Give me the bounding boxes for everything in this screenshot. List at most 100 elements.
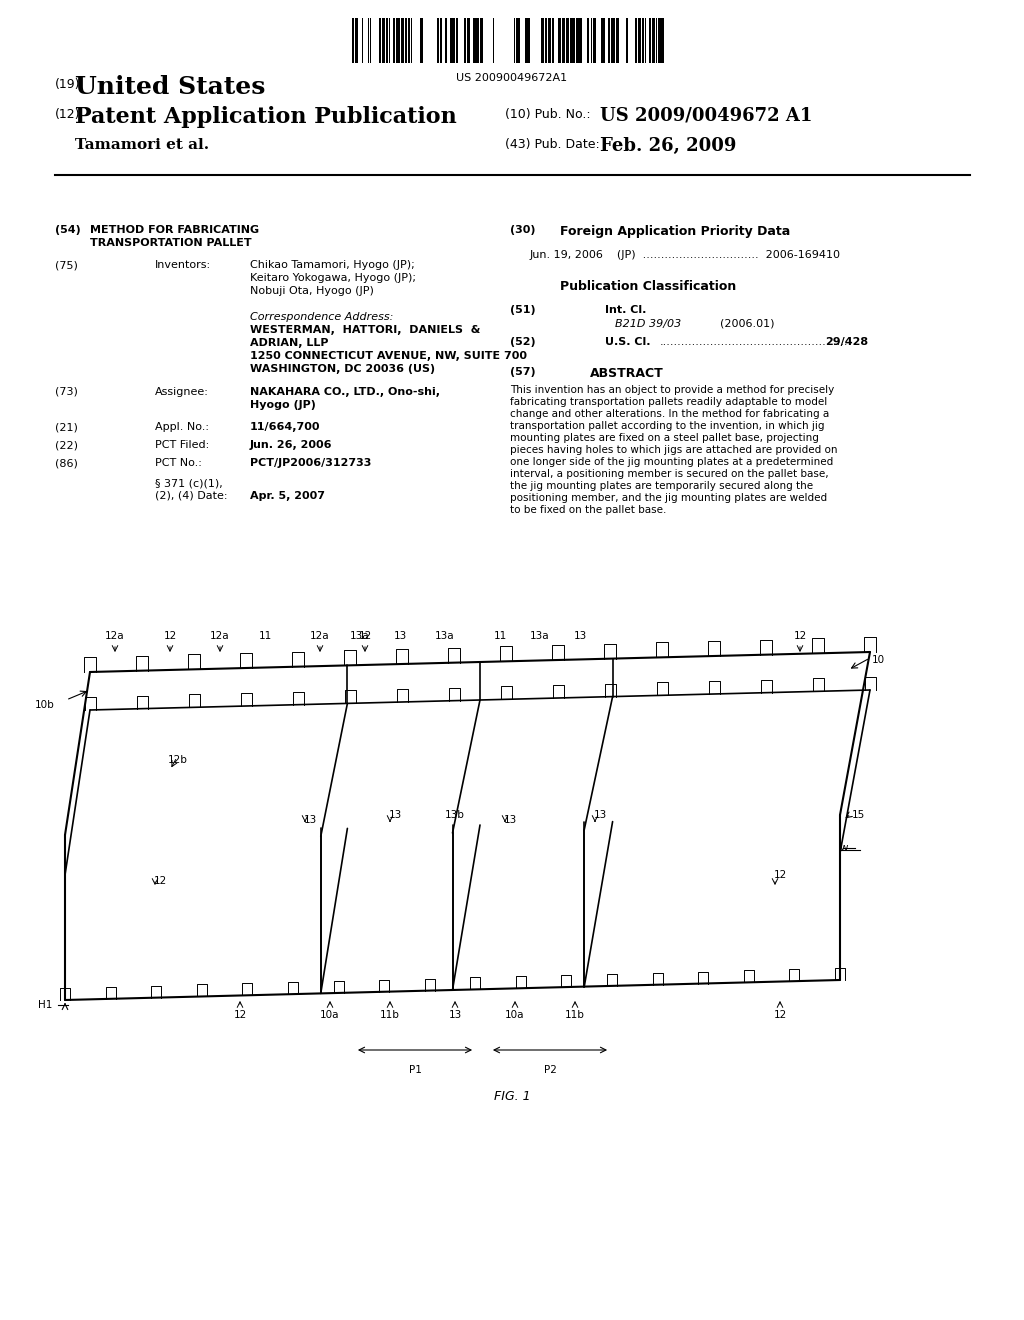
Bar bbox=[558, 18, 561, 63]
Text: ABSTRACT: ABSTRACT bbox=[590, 367, 664, 380]
Text: (52): (52) bbox=[510, 337, 536, 347]
Text: 13: 13 bbox=[393, 631, 407, 642]
Text: WASHINGTON, DC 20036 (US): WASHINGTON, DC 20036 (US) bbox=[250, 364, 435, 374]
Text: 12a: 12a bbox=[105, 631, 125, 642]
Bar bbox=[477, 18, 478, 63]
Bar bbox=[635, 18, 637, 63]
Bar bbox=[565, 18, 568, 63]
Text: 11b: 11b bbox=[565, 1010, 585, 1020]
Text: pieces having holes to which jigs are attached are provided on: pieces having holes to which jigs are at… bbox=[510, 445, 838, 455]
Bar bbox=[575, 18, 579, 63]
Text: (10) Pub. No.:: (10) Pub. No.: bbox=[505, 108, 591, 121]
Bar bbox=[528, 18, 529, 63]
Text: 12: 12 bbox=[794, 631, 807, 642]
Bar bbox=[420, 18, 423, 63]
Text: Int. Cl.: Int. Cl. bbox=[605, 305, 646, 315]
Text: 12: 12 bbox=[773, 1010, 786, 1020]
Bar bbox=[382, 18, 384, 63]
Bar bbox=[453, 18, 455, 63]
Text: 13: 13 bbox=[303, 814, 316, 825]
Text: 10: 10 bbox=[872, 655, 885, 665]
Bar bbox=[572, 18, 575, 63]
Bar bbox=[638, 18, 641, 63]
Text: the jig mounting plates are temporarily secured along the: the jig mounting plates are temporarily … bbox=[510, 480, 813, 491]
Text: NAKAHARA CO., LTD., Ono-shi,: NAKAHARA CO., LTD., Ono-shi, bbox=[250, 387, 440, 397]
Text: 13: 13 bbox=[388, 810, 401, 820]
Text: 12: 12 bbox=[773, 870, 786, 880]
Text: one longer side of the jig mounting plates at a predetermined: one longer side of the jig mounting plat… bbox=[510, 457, 834, 467]
Text: (30): (30) bbox=[510, 224, 536, 235]
Text: 12a: 12a bbox=[310, 631, 330, 642]
Text: Feb. 26, 2009: Feb. 26, 2009 bbox=[600, 137, 736, 154]
Text: P2: P2 bbox=[544, 1065, 556, 1074]
Bar bbox=[411, 18, 412, 63]
Text: TRANSPORTATION PALLET: TRANSPORTATION PALLET bbox=[90, 238, 252, 248]
Text: Chikao Tamamori, Hyogo (JP);: Chikao Tamamori, Hyogo (JP); bbox=[250, 260, 415, 271]
Bar bbox=[552, 18, 554, 63]
Bar bbox=[408, 18, 410, 63]
Bar bbox=[657, 18, 660, 63]
Text: This invention has an object to provide a method for precisely: This invention has an object to provide … bbox=[510, 385, 835, 395]
Text: Patent Application Publication: Patent Application Publication bbox=[75, 106, 457, 128]
Text: (57): (57) bbox=[510, 367, 536, 378]
Text: 13: 13 bbox=[504, 814, 517, 825]
Text: 10a: 10a bbox=[505, 1010, 524, 1020]
Bar bbox=[406, 18, 407, 63]
Text: 12: 12 bbox=[233, 1010, 247, 1020]
Text: 12a: 12a bbox=[210, 631, 229, 642]
Text: FIG. 1: FIG. 1 bbox=[494, 1090, 530, 1104]
Text: (86): (86) bbox=[55, 458, 78, 469]
Text: 11/664,700: 11/664,700 bbox=[250, 422, 321, 432]
Text: (43) Pub. Date:: (43) Pub. Date: bbox=[505, 139, 600, 150]
Text: Appl. No.:: Appl. No.: bbox=[155, 422, 209, 432]
Bar bbox=[587, 18, 589, 63]
Text: Publication Classification: Publication Classification bbox=[560, 280, 736, 293]
Text: Jun. 26, 2006: Jun. 26, 2006 bbox=[250, 440, 333, 450]
Text: P1: P1 bbox=[409, 1065, 422, 1074]
Text: 13a: 13a bbox=[350, 631, 370, 642]
Text: (12): (12) bbox=[55, 108, 81, 121]
Bar bbox=[468, 18, 470, 63]
Text: change and other alterations. In the method for fabricating a: change and other alterations. In the met… bbox=[510, 409, 829, 418]
Text: PCT/JP2006/312733: PCT/JP2006/312733 bbox=[250, 458, 372, 469]
Bar bbox=[562, 18, 565, 63]
Text: United States: United States bbox=[75, 75, 265, 99]
Text: 10b: 10b bbox=[35, 700, 55, 710]
Bar bbox=[652, 18, 655, 63]
Text: (51): (51) bbox=[510, 305, 536, 315]
Bar bbox=[395, 18, 397, 63]
Bar bbox=[450, 18, 453, 63]
Text: 29/428: 29/428 bbox=[825, 337, 868, 347]
Text: 11: 11 bbox=[258, 631, 271, 642]
Bar bbox=[439, 18, 441, 63]
Bar bbox=[601, 18, 602, 63]
Text: Hyogo (JP): Hyogo (JP) bbox=[250, 400, 315, 411]
Text: 11b: 11b bbox=[380, 1010, 400, 1020]
Text: 13: 13 bbox=[573, 631, 587, 642]
Bar bbox=[385, 18, 387, 63]
Text: 13b: 13b bbox=[445, 810, 465, 820]
Bar bbox=[379, 18, 381, 63]
Text: WESTERMAN,  HATTORI,  DANIELS  &: WESTERMAN, HATTORI, DANIELS & bbox=[250, 325, 480, 335]
Bar bbox=[524, 18, 527, 63]
Bar bbox=[444, 18, 446, 63]
Bar bbox=[545, 18, 547, 63]
Text: (73): (73) bbox=[55, 387, 78, 397]
Text: PCT No.:: PCT No.: bbox=[155, 458, 202, 469]
Text: Nobuji Ota, Hyogo (JP): Nobuji Ota, Hyogo (JP) bbox=[250, 286, 374, 296]
Bar bbox=[437, 18, 439, 63]
Bar bbox=[616, 18, 618, 63]
Bar bbox=[464, 18, 466, 63]
Text: w: w bbox=[840, 843, 849, 853]
Bar bbox=[398, 18, 400, 63]
Bar bbox=[593, 18, 596, 63]
Bar bbox=[479, 18, 482, 63]
Text: Foreign Application Priority Data: Foreign Application Priority Data bbox=[560, 224, 791, 238]
Text: US 20090049672A1: US 20090049672A1 bbox=[457, 73, 567, 83]
Text: (54): (54) bbox=[55, 224, 81, 235]
Text: (2), (4) Date:: (2), (4) Date: bbox=[155, 491, 227, 502]
Text: H1: H1 bbox=[38, 1001, 52, 1010]
Bar bbox=[579, 18, 582, 63]
Bar bbox=[603, 18, 605, 63]
Bar bbox=[393, 18, 394, 63]
